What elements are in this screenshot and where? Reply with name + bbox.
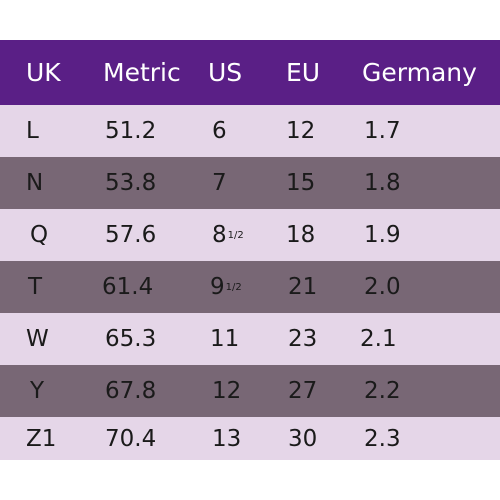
cell-us-whole: 13	[212, 425, 242, 452]
cell-uk: T	[28, 274, 43, 300]
header-metric: Metric	[103, 58, 181, 87]
table-row: Y 67.8 12 27 2.2	[0, 365, 500, 417]
header-eu: EU	[286, 58, 321, 87]
cell-us: 13	[212, 417, 242, 460]
cell-us: 12	[212, 365, 242, 417]
cell-us-whole: 11	[210, 326, 240, 352]
cell-eu: 21	[288, 274, 318, 300]
table-header: UK Metric US EU Germany	[0, 40, 500, 105]
cell-us-whole: 8	[212, 222, 227, 248]
cell-eu: 18	[286, 222, 316, 248]
cell-us: 8 1/2	[212, 209, 244, 261]
header-uk: UK	[26, 58, 61, 87]
header-germany: Germany	[362, 58, 477, 87]
cell-germany: 2.0	[364, 274, 401, 300]
cell-uk: W	[26, 326, 49, 352]
cell-metric: 51.2	[105, 118, 157, 144]
cell-us: 9 1/2	[210, 261, 242, 313]
cell-us-whole: 6	[212, 118, 227, 144]
table-row: Z1 70.4 13 30 2.3	[0, 417, 500, 460]
cell-germany: 1.9	[364, 222, 401, 248]
table-row: W 65.3 11 23 2.1	[0, 313, 500, 365]
cell-us-whole: 9	[210, 274, 225, 300]
cell-metric: 57.6	[105, 222, 157, 248]
cell-metric: 70.4	[105, 425, 157, 452]
cell-us: 11	[210, 313, 240, 365]
cell-germany: 2.3	[364, 425, 401, 452]
cell-eu: 23	[288, 326, 318, 352]
cell-eu: 15	[286, 170, 316, 196]
cell-uk: L	[26, 118, 39, 144]
cell-uk: Q	[30, 222, 49, 248]
cell-eu: 12	[286, 118, 316, 144]
cell-uk: Y	[30, 378, 45, 404]
cell-germany: 2.2	[364, 378, 401, 404]
cell-germany: 1.7	[364, 118, 401, 144]
cell-germany: 2.1	[360, 326, 397, 352]
table-row: T 61.4 9 1/2 21 2.0	[0, 261, 500, 313]
cell-uk: N	[26, 170, 44, 196]
cell-metric: 53.8	[105, 170, 157, 196]
table-row: N 53.8 7 15 1.8	[0, 157, 500, 209]
cell-metric: 65.3	[105, 326, 157, 352]
table-row: L 51.2 6 12 1.7	[0, 105, 500, 157]
cell-us: 6	[212, 105, 228, 157]
cell-germany: 1.8	[364, 170, 401, 196]
cell-eu: 30	[288, 425, 318, 452]
cell-us-whole: 7	[212, 170, 227, 196]
cell-uk: Z1	[26, 425, 57, 452]
ring-size-table: UK Metric US EU Germany L 51.2 6 12 1.7 …	[0, 40, 500, 460]
header-us: US	[208, 58, 243, 87]
cell-metric: 67.8	[105, 378, 157, 404]
cell-us-whole: 12	[212, 378, 242, 404]
cell-metric: 61.4	[102, 274, 154, 300]
cell-us-fraction: 1/2	[227, 229, 244, 241]
cell-us-fraction: 1/2	[225, 281, 242, 293]
cell-eu: 27	[288, 378, 318, 404]
table-row: Q 57.6 8 1/2 18 1.9	[0, 209, 500, 261]
cell-us: 7	[212, 157, 228, 209]
